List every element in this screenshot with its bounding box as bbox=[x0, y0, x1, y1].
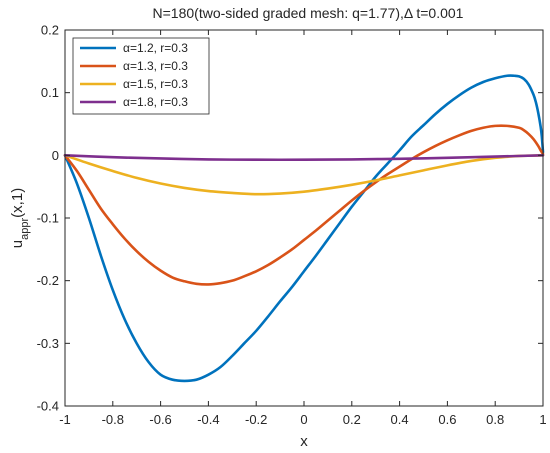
y-tick-label: -0.4 bbox=[37, 399, 59, 414]
chart-title: N=180(two-sided graded mesh: q=1.77),Δ t… bbox=[153, 5, 464, 21]
x-tick-label: -0.6 bbox=[149, 412, 171, 427]
legend-label-3: α=1.5, r=0.3 bbox=[123, 77, 188, 91]
legend-label-2: α=1.3, r=0.3 bbox=[123, 59, 188, 73]
y-tick-label: 0.2 bbox=[41, 23, 59, 38]
series-layer bbox=[63, 74, 545, 383]
ticks-layer: -1 -0.8 -0.6 -0.4 -0.2 0 0.2 0.4 0.6 0.8 1 -0.4 -0.3… bbox=[37, 23, 547, 428]
x-tick-label: 0.4 bbox=[391, 412, 409, 427]
series-line-2 bbox=[63, 124, 545, 286]
x-tick-label: 0.8 bbox=[486, 412, 504, 427]
x-tick-label: -1 bbox=[59, 412, 71, 427]
y-axis-label-sub: appr bbox=[19, 217, 31, 239]
legend-label-1: α=1.2, r=0.3 bbox=[123, 41, 188, 55]
x-tick-label: -0.2 bbox=[245, 412, 267, 427]
legend-entries: α=1.2, r=0.3 α=1.3, r=0.3 α=1.5, r=0.3 α=1.… bbox=[80, 41, 188, 109]
x-tick-label: 1 bbox=[539, 412, 546, 427]
x-tick-label: -0.8 bbox=[102, 412, 124, 427]
y-axis-label-tail: (x,1) bbox=[9, 188, 26, 218]
y-tick-label: -0.1 bbox=[37, 211, 59, 226]
y-tick-label: 0 bbox=[52, 148, 59, 163]
legend-label-4: α=1.8, r=0.3 bbox=[123, 95, 188, 109]
x-tick-label: -0.4 bbox=[197, 412, 219, 427]
series-line-4 bbox=[63, 154, 545, 162]
x-tick-label: 0.6 bbox=[438, 412, 456, 427]
x-tick-label: 0 bbox=[300, 412, 307, 427]
y-tick-label: -0.2 bbox=[37, 273, 59, 288]
y-tick-label: 0.1 bbox=[41, 85, 59, 100]
legend: α=1.2, r=0.3 α=1.3, r=0.3 α=1.5, r=0.3 α=1.… bbox=[72, 37, 210, 115]
x-axis-label: x bbox=[300, 433, 308, 450]
y-axis-label: uappr(x,1) bbox=[9, 188, 31, 248]
series-line-1 bbox=[63, 74, 545, 383]
x-tick-label: 0.2 bbox=[343, 412, 361, 427]
series-line-3 bbox=[63, 154, 545, 196]
y-axis-label-main: u bbox=[9, 240, 26, 248]
y-tick-label: -0.3 bbox=[37, 336, 59, 351]
